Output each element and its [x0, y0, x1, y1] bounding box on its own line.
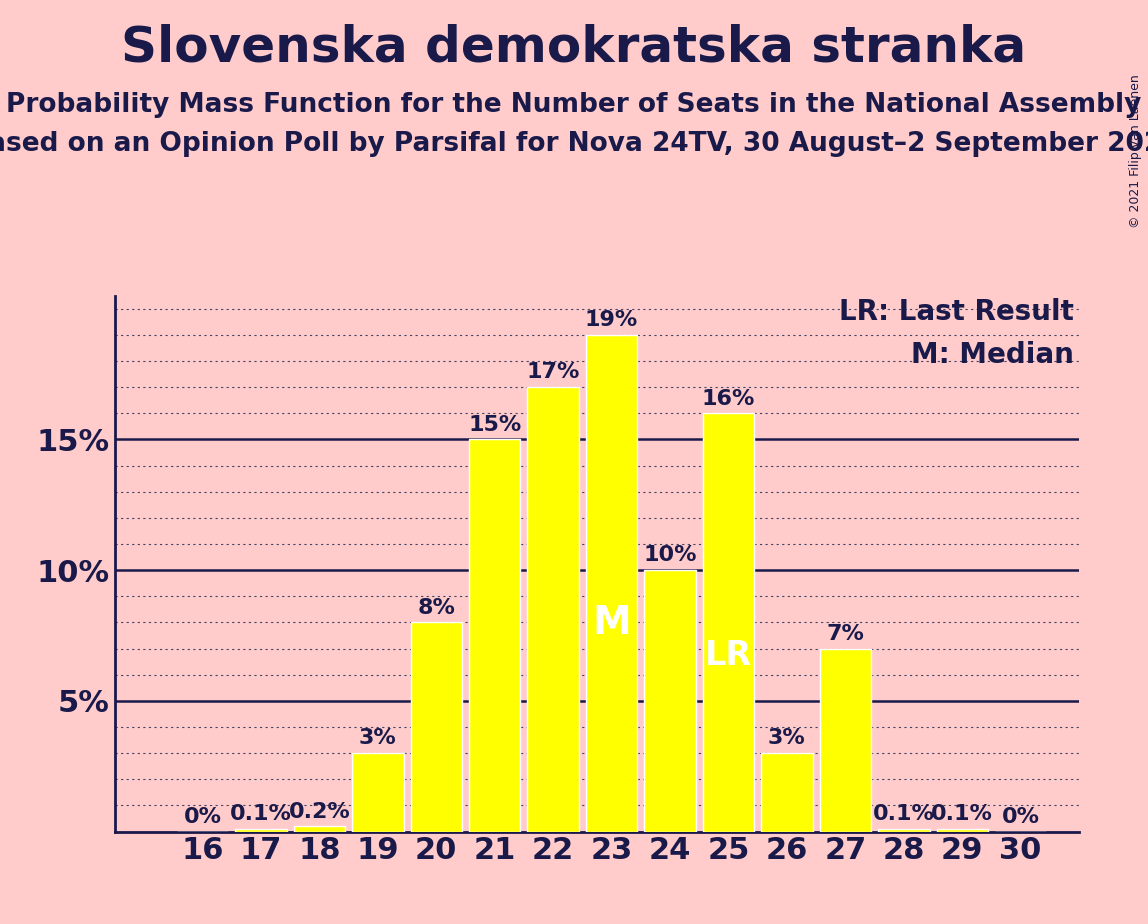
- Text: 10%: 10%: [643, 545, 697, 565]
- Text: 15%: 15%: [468, 415, 521, 435]
- Bar: [235, 829, 287, 832]
- Text: © 2021 Filip van Laenen: © 2021 Filip van Laenen: [1130, 74, 1142, 227]
- Text: Probability Mass Function for the Number of Seats in the National Assembly: Probability Mass Function for the Number…: [6, 92, 1142, 118]
- Bar: [527, 387, 579, 832]
- Text: 3%: 3%: [768, 728, 806, 748]
- Text: Based on an Opinion Poll by Parsifal for Nova 24TV, 30 August–2 September 2021: Based on an Opinion Poll by Parsifal for…: [0, 131, 1148, 157]
- Bar: [820, 649, 871, 832]
- Text: M: M: [592, 604, 631, 642]
- Bar: [703, 413, 754, 832]
- Bar: [644, 570, 696, 832]
- Text: 0.1%: 0.1%: [931, 804, 993, 824]
- Bar: [585, 334, 637, 832]
- Bar: [937, 829, 988, 832]
- Text: Slovenska demokratska stranka: Slovenska demokratska stranka: [122, 23, 1026, 71]
- Text: M: Median: M: Median: [912, 341, 1075, 370]
- Text: 8%: 8%: [418, 598, 455, 618]
- Text: 0%: 0%: [1002, 807, 1040, 827]
- Text: 7%: 7%: [827, 624, 864, 644]
- Text: 0.2%: 0.2%: [288, 802, 350, 821]
- Text: 0.1%: 0.1%: [872, 804, 934, 824]
- Text: 3%: 3%: [359, 728, 397, 748]
- Bar: [761, 753, 813, 832]
- Bar: [352, 753, 403, 832]
- Bar: [294, 826, 346, 832]
- Text: 19%: 19%: [585, 310, 638, 330]
- Text: 17%: 17%: [527, 362, 580, 383]
- Text: 16%: 16%: [701, 389, 755, 408]
- Bar: [470, 440, 520, 832]
- Text: 0.1%: 0.1%: [230, 804, 292, 824]
- Text: LR: LR: [705, 639, 752, 673]
- Text: 0%: 0%: [184, 807, 222, 827]
- Text: LR: Last Result: LR: Last Result: [839, 298, 1075, 326]
- Bar: [878, 829, 930, 832]
- Bar: [411, 623, 461, 832]
